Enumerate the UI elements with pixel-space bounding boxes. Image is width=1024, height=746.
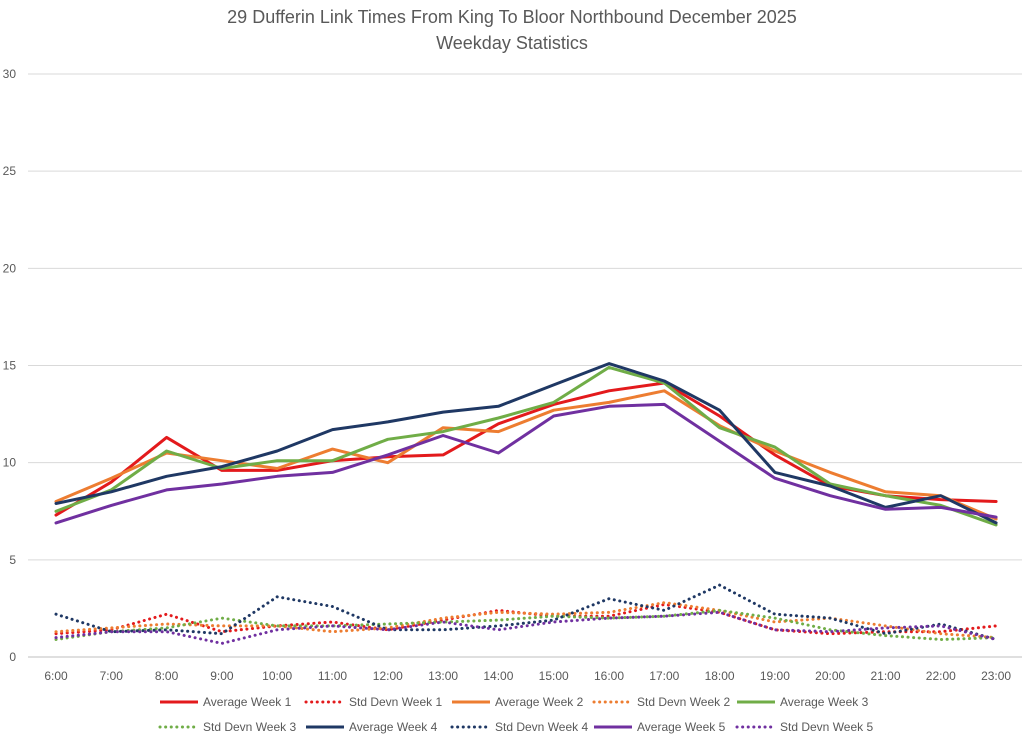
x-tick-label: 9:00 [210,669,234,683]
x-axis-ticks: 6:00 7:00 8:00 9:00 10:00 11:00 12:00 13:00 14:0… [44,669,1011,683]
chart-subtitle: Weekday Statistics [436,33,588,53]
y-axis-ticks: 0 5 10 15 20 25 30 [3,67,17,664]
y-tick-label: 5 [9,553,16,567]
y-tick-label: 20 [3,261,17,275]
series-line [54,583,998,641]
x-tick-label: 6:00 [44,669,68,683]
legend-label: Average Week 2 [495,695,584,709]
legend-label: Std Devn Week 4 [495,720,588,734]
x-tick-label: 21:00 [870,669,900,683]
series-line [54,610,998,645]
y-tick-label: 0 [9,650,16,664]
x-tick-label: 7:00 [100,669,124,683]
y-tick-label: 15 [3,359,17,373]
x-tick-label: 22:00 [926,669,956,683]
legend-label: Std Devn Week 3 [203,720,296,734]
chart-title: 29 Dufferin Link Times From King To Bloo… [227,7,797,27]
x-tick-label: 14:00 [483,669,513,683]
series-line [54,389,998,521]
x-tick-label: 8:00 [155,669,179,683]
y-tick-label: 10 [3,456,17,470]
series-line [54,603,998,636]
x-tick-label: 16:00 [594,669,624,683]
x-tick-label: 17:00 [649,669,679,683]
series-lines [54,362,998,645]
series-line [54,601,998,640]
legend-label: Std Devn Week 5 [780,720,873,734]
series-line [54,608,998,641]
y-tick-label: 25 [3,164,17,178]
gridlines [28,73,1022,658]
legend-label: Average Week 3 [780,695,869,709]
x-tick-label: 13:00 [428,669,458,683]
x-tick-label: 20:00 [815,669,845,683]
x-tick-label: 19:00 [760,669,790,683]
y-tick-label: 30 [3,67,17,81]
series-line [54,402,998,525]
series-line [54,362,998,525]
x-tick-label: 11:00 [318,669,347,683]
legend-label: Average Week 5 [637,720,726,734]
series-line [54,365,998,527]
legend: Average Week 1 Std Devn Week 1 Average Wee… [158,695,873,734]
x-tick-label: 15:00 [539,669,569,683]
legend-label: Std Devn Week 2 [637,695,730,709]
x-tick-label: 10:00 [262,669,292,683]
x-tick-label: 18:00 [705,669,735,683]
legend-label: Std Devn Week 1 [349,695,442,709]
x-tick-label: 12:00 [373,669,403,683]
legend-label: Average Week 4 [349,720,438,734]
legend-label: Average Week 1 [203,695,292,709]
x-tick-label: 23:00 [981,669,1011,683]
